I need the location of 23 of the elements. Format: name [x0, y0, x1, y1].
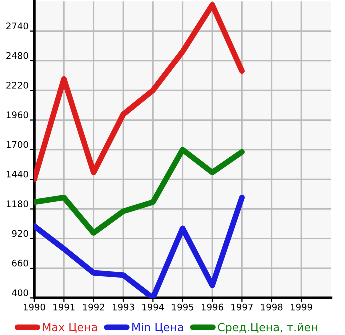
x-tick-label: 1990	[24, 304, 46, 311]
legend-label: Min Цена	[132, 322, 184, 334]
y-tick-label: 400	[12, 290, 28, 296]
x-tick-label: 1999	[291, 304, 312, 311]
x-tick-label: 1993	[113, 304, 134, 311]
y-tick-label: 920	[12, 230, 28, 238]
y-tick-label: 2480	[6, 52, 28, 60]
legend-label: Сред.Цена, т.йен	[218, 323, 318, 334]
x-tick-label: 1996	[202, 304, 224, 311]
y-tick-label: 1960	[6, 112, 28, 119]
x-tick-label: 1998	[261, 304, 283, 311]
x-tick-label: 1991	[54, 304, 75, 311]
y-tick-label: 1700	[6, 141, 28, 148]
y-tick-label: 1440	[6, 170, 28, 178]
x-tick-label: 1994	[142, 304, 164, 311]
y-tick-label: 1180	[6, 200, 28, 208]
y-tick-label: 660	[12, 260, 28, 267]
x-tick-label: 1995	[172, 304, 194, 311]
y-tick-label: 2220	[6, 82, 28, 89]
x-tick-label: 1992	[83, 304, 104, 311]
x-tick-label: 1997	[232, 304, 253, 311]
y-tick-label: 2740	[6, 22, 28, 30]
legend-label: Max Цена	[43, 323, 98, 334]
